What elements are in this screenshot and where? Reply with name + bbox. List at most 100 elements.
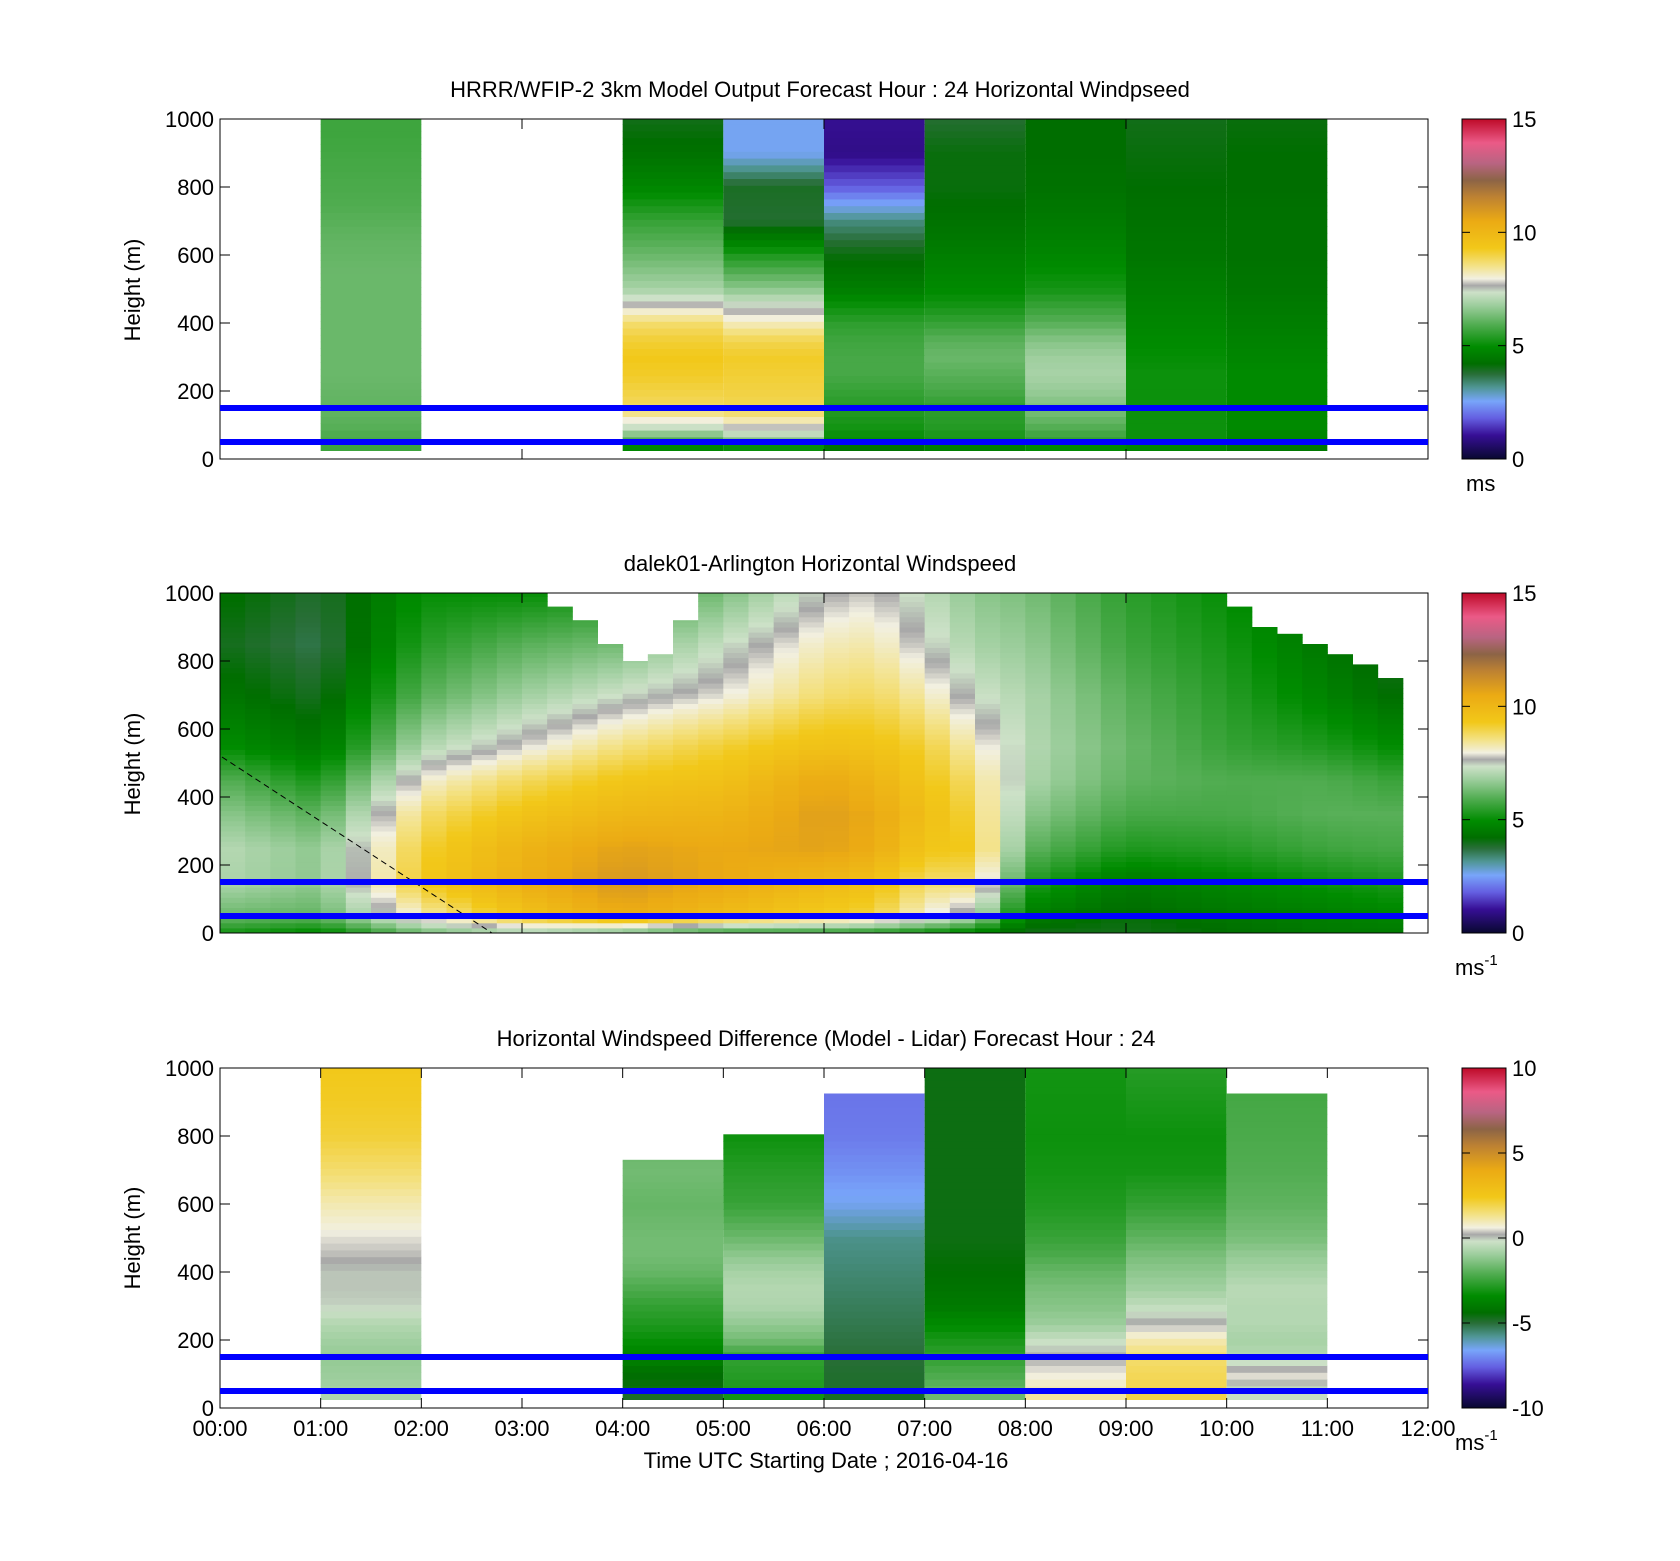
heatmap-cell [471, 688, 498, 694]
heatmap-cell [1126, 1168, 1227, 1176]
heatmap-cell [874, 729, 900, 735]
heatmap-cell [975, 754, 1001, 761]
heatmap-cell [1100, 657, 1127, 664]
heatmap-cell [1000, 703, 1026, 710]
heatmap-cell [1277, 917, 1303, 924]
heatmap-cell [1050, 698, 1077, 704]
heatmap-cell [320, 164, 422, 173]
heatmap-cell [496, 688, 523, 694]
heatmap-cell [1000, 672, 1026, 679]
heatmap-cell [1000, 922, 1026, 929]
heatmap-cell [572, 897, 598, 903]
heatmap-cell [1226, 703, 1253, 710]
heatmap-cell [1251, 917, 1278, 924]
heatmap-cell [220, 836, 246, 842]
heatmap-cell [1025, 902, 1051, 908]
heatmap-cell [1000, 688, 1026, 694]
heatmap-cell [1126, 1256, 1227, 1264]
heatmap-cell [295, 688, 322, 694]
heatmap-cell [597, 764, 624, 771]
heatmap-cell [622, 871, 649, 878]
heatmap-cell [496, 596, 523, 602]
heatmap-cell [446, 611, 473, 618]
heatmap-cell [673, 637, 699, 643]
heatmap-cell [220, 713, 246, 720]
heatmap-cell [924, 1141, 1026, 1149]
heatmap-cell [1025, 683, 1051, 689]
heatmap-cell [798, 708, 825, 715]
heatmap-cell [748, 866, 775, 873]
heatmap-cell [824, 158, 925, 166]
heatmap-cell [597, 698, 624, 704]
heatmap-cell [723, 713, 749, 720]
heatmap-cell [1226, 759, 1253, 766]
heatmap-cell [798, 616, 825, 623]
heatmap-cell [924, 389, 1026, 397]
heatmap-cell [1352, 897, 1379, 903]
heatmap-cell [1126, 266, 1227, 275]
heatmap-cell [320, 632, 347, 638]
heatmap-cell [371, 764, 397, 771]
heatmap-cell [396, 790, 422, 796]
heatmap-cell [647, 892, 674, 898]
heatmap-cell [1126, 1086, 1227, 1094]
heatmap-cell [698, 729, 724, 735]
heatmap-cell [773, 846, 800, 852]
heatmap-cell [975, 851, 1001, 857]
heatmap-cell [1226, 1161, 1328, 1169]
heatmap-cell [1327, 856, 1353, 863]
heatmap-cell [345, 593, 372, 597]
heatmap-cell [421, 749, 447, 755]
heatmap-cell [1226, 1372, 1328, 1380]
heatmap-cell [245, 688, 271, 694]
heatmap-cell [1277, 861, 1303, 868]
heatmap-cell [874, 637, 900, 643]
heatmap-cell [345, 902, 372, 908]
heatmap-cell [622, 1175, 724, 1183]
heatmap-cell [396, 596, 422, 602]
heatmap-cell [949, 713, 976, 720]
heatmap-cell [849, 723, 875, 730]
heatmap-cell [1126, 130, 1227, 139]
heatmap-cell [572, 749, 598, 755]
heatmap-cell [371, 861, 397, 868]
heatmap-cell [824, 672, 850, 679]
heatmap-cell [1126, 368, 1227, 377]
heatmap-cell [1226, 1154, 1328, 1162]
heatmap-cell [622, 785, 649, 791]
heatmap-cell [295, 927, 322, 934]
heatmap-cell [899, 621, 926, 628]
heatmap-cell [1302, 820, 1328, 827]
heatmap-cell [1025, 805, 1051, 812]
heatmap-cell [471, 836, 498, 842]
heatmap-cell [748, 810, 775, 817]
heatmap-cell [773, 667, 800, 674]
heatmap-cell [1377, 785, 1404, 791]
heatmap-cell [1176, 708, 1202, 715]
heatmap-cell [1151, 642, 1177, 648]
heatmap-cell [723, 1168, 824, 1176]
heatmap-cell [874, 642, 900, 648]
heatmap-cell [1100, 887, 1127, 893]
heatmap-cell [824, 287, 925, 295]
heatmap-cell [698, 718, 724, 725]
heatmap-cell [1377, 836, 1404, 842]
heatmap-cell [345, 820, 372, 827]
heatmap-cell [1151, 897, 1177, 903]
heatmap-cell [572, 647, 598, 653]
heatmap-cell [1025, 205, 1126, 213]
heatmap-cell [1025, 1141, 1126, 1149]
heatmap-cell [874, 698, 900, 704]
heatmap-cell [1126, 887, 1152, 893]
heatmap-cell [496, 606, 523, 613]
colorbar-tick-label: 10 [1512, 220, 1536, 245]
heatmap-cell [496, 683, 523, 689]
heatmap-cell [320, 627, 347, 633]
heatmap-cell [320, 723, 347, 730]
heatmap-cell [320, 1304, 422, 1312]
heatmap-cell [899, 688, 926, 694]
heatmap-cell [547, 637, 573, 643]
heatmap-cell [748, 662, 775, 669]
heatmap-cell [1126, 764, 1152, 771]
